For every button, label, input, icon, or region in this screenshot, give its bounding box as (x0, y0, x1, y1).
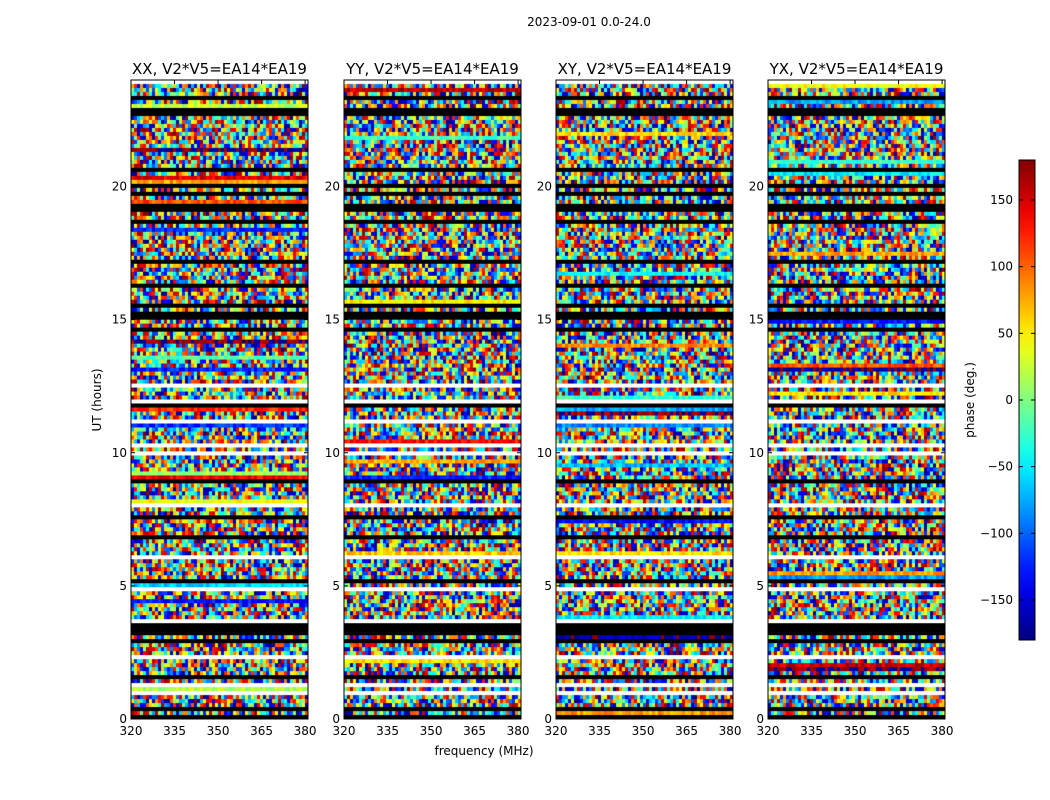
phase-heatmap (131, 80, 308, 719)
y-tick-label: 10 (112, 446, 127, 460)
colorbar-tick-label: 50 (998, 326, 1013, 340)
y-tick-label: 5 (756, 579, 764, 593)
y-tick-label: 0 (544, 712, 552, 726)
colorbar-label: phase (deg.) (963, 362, 977, 438)
y-tick-label: 5 (332, 579, 340, 593)
y-tick-label: 20 (749, 180, 764, 194)
figure-title: 2023-09-01 0.0-24.0 (527, 15, 651, 29)
phase-heatmap (768, 80, 945, 719)
x-tick-label: 380 (294, 724, 317, 738)
x-tick-label: 365 (250, 724, 273, 738)
x-tick-label: 380 (507, 724, 530, 738)
phase-heatmap (556, 80, 733, 719)
y-tick-label: 10 (749, 446, 764, 460)
x-tick-label: 320 (120, 724, 143, 738)
y-tick-label: 0 (756, 712, 764, 726)
x-tick-label: 380 (719, 724, 742, 738)
panel-frame (130, 79, 309, 720)
y-tick-label: 20 (325, 180, 340, 194)
panel-2: YY, V2*V5=EA14*EA19 320 335 350 365 380 0 5 10 15… (325, 60, 530, 738)
x-tick-label: 320 (757, 724, 780, 738)
x-tick-label: 350 (632, 724, 655, 738)
y-tick-label: 0 (119, 712, 127, 726)
colorbar-tick-label: −150 (980, 593, 1013, 607)
x-tick-label: 365 (675, 724, 698, 738)
panel-title: YY, V2*V5=EA14*EA19 (345, 60, 519, 78)
x-axis-label: frequency (MHz) (434, 744, 533, 758)
x-tick-label: 335 (376, 724, 399, 738)
y-tick-label: 5 (544, 579, 552, 593)
x-tick-label: 350 (207, 724, 230, 738)
colorbar-tick-label: 0 (1005, 393, 1013, 407)
x-tick-label: 320 (333, 724, 356, 738)
x-tick-label: 350 (844, 724, 867, 738)
panel-title: XY, V2*V5=EA14*EA19 (558, 60, 732, 78)
panels-group: XX, V2*V5=EA14*EA19 320 335 350 365 380 0 5 10 15… (112, 60, 954, 738)
y-tick-label: 15 (537, 313, 552, 327)
y-axis-label: UT (hours) (90, 368, 104, 431)
x-tick-label: 335 (588, 724, 611, 738)
colorbar-tick-label: 100 (990, 260, 1013, 274)
x-tick-label: 365 (463, 724, 486, 738)
y-tick-label: 15 (112, 313, 127, 327)
y-tick-label: 15 (325, 313, 340, 327)
y-tick-label: 10 (325, 446, 340, 460)
panel-frame (343, 79, 522, 720)
colorbar: −150 −100 −50 0 50 100 150 (980, 159, 1036, 641)
phase-heatmap (344, 80, 521, 719)
panel-frame (767, 79, 946, 720)
colorbar-tick-label: 150 (990, 193, 1013, 207)
x-tick-label: 350 (420, 724, 443, 738)
y-tick-label: 20 (112, 180, 127, 194)
y-tick-label: 20 (537, 180, 552, 194)
y-tick-label: 5 (119, 579, 127, 593)
y-tick-label: 10 (537, 446, 552, 460)
panel-title: XX, V2*V5=EA14*EA19 (132, 60, 307, 78)
x-tick-label: 335 (163, 724, 186, 738)
colorbar-tick-label: −100 (980, 526, 1013, 540)
panel-title: YX, V2*V5=EA14*EA19 (769, 60, 944, 78)
y-tick-label: 0 (332, 712, 340, 726)
x-tick-label: 380 (931, 724, 954, 738)
colorbar-tick-label: −50 (988, 460, 1013, 474)
panel-1: XX, V2*V5=EA14*EA19 320 335 350 365 380 0 5 10 15… (112, 60, 317, 738)
panel-3: XY, V2*V5=EA14*EA19 320 335 350 365 380 0 5 10 15… (537, 60, 742, 738)
x-tick-label: 320 (545, 724, 568, 738)
panel-4: YX, V2*V5=EA14*EA19 320 335 350 365 380 0 5 10 15… (749, 60, 954, 738)
x-tick-label: 365 (887, 724, 910, 738)
y-tick-label: 15 (749, 313, 764, 327)
x-tick-label: 335 (800, 724, 823, 738)
panel-frame (555, 79, 734, 720)
